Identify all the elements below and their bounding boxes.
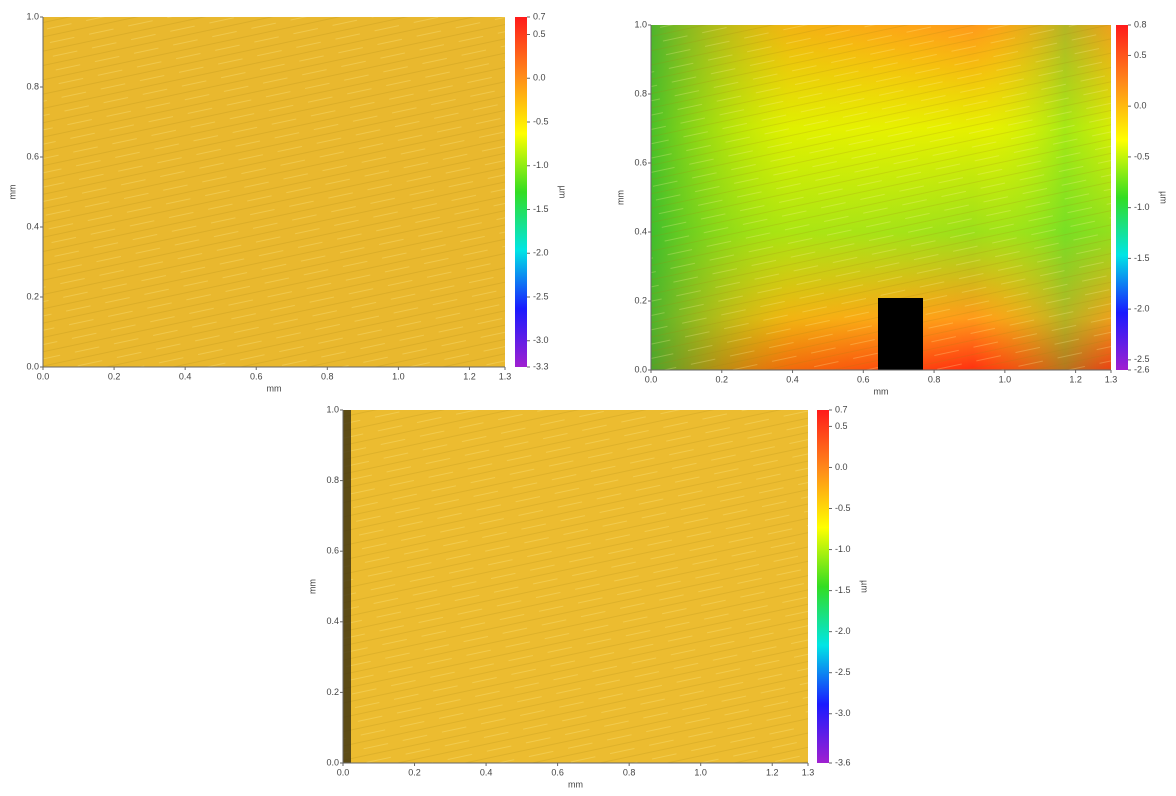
y-axis-label: mm xyxy=(615,190,625,205)
x-tick-label: 1.2 xyxy=(766,767,779,777)
colorbar-tick-label: -2.0 xyxy=(835,626,851,636)
surface-texture xyxy=(343,410,808,763)
colorbar-tick-label: -2.0 xyxy=(533,248,549,258)
colorbar-tick-label: 0.0 xyxy=(835,462,848,472)
x-tick-label: 1.3 xyxy=(499,371,512,381)
y-tick-label: 0.8 xyxy=(26,81,39,91)
colorbar-tick-label: -3.0 xyxy=(835,708,851,718)
x-axis-label: mm xyxy=(267,383,282,393)
colorbar-tick-label: -3.6 xyxy=(835,757,851,767)
x-tick-label: 0.6 xyxy=(551,767,564,777)
colorbar-tick-label: -2.0 xyxy=(1134,303,1150,313)
x-tick-label: 1.3 xyxy=(1105,374,1118,384)
y-axis-label: mm xyxy=(307,579,317,594)
x-tick-label: 0.8 xyxy=(623,767,636,777)
colorbar-label: µm xyxy=(860,580,870,593)
colorbar-tick-label: 0.7 xyxy=(835,404,848,414)
y-tick-label: 0.8 xyxy=(634,88,647,98)
surface-texture xyxy=(43,17,505,367)
x-tick-label: 0.4 xyxy=(786,374,799,384)
colorbar-tick-label: -1.5 xyxy=(1134,253,1150,263)
x-tick-label: 0.2 xyxy=(716,374,729,384)
colorbar-tick-label: -0.5 xyxy=(533,116,549,126)
colorbar xyxy=(817,410,829,763)
y-tick-label: 0.8 xyxy=(326,475,339,485)
x-tick-label: 1.0 xyxy=(999,374,1012,384)
x-tick-label: 0.8 xyxy=(321,371,334,381)
colorbar-tick-label: -2.6 xyxy=(1134,364,1150,374)
colorbar-tick-label: 0.8 xyxy=(1134,19,1147,29)
x-tick-label: 0.0 xyxy=(337,767,350,777)
colorbar-tick-label: 0.0 xyxy=(533,73,546,83)
y-tick-label: 0.2 xyxy=(26,291,39,301)
y-tick-label: 0.0 xyxy=(634,364,647,374)
y-tick-label: 0.6 xyxy=(634,157,647,167)
y-tick-label: 0.4 xyxy=(634,226,647,236)
colorbar-tick-label: -1.5 xyxy=(835,585,851,595)
x-tick-label: 0.2 xyxy=(408,767,421,777)
x-tick-label: 1.0 xyxy=(392,371,405,381)
colorbar-tick-label: 0.0 xyxy=(1134,101,1147,111)
x-tick-label: 0.4 xyxy=(480,767,493,777)
x-tick-label: 0.0 xyxy=(645,374,658,384)
colorbar-tick-label: -0.5 xyxy=(835,503,851,513)
x-axis-label: mm xyxy=(568,779,583,789)
colorbar-tick-label: 0.5 xyxy=(533,29,546,39)
colorbar-tick-label: -3.3 xyxy=(533,361,549,371)
colorbar xyxy=(515,17,527,367)
y-tick-label: 1.0 xyxy=(634,19,647,29)
y-tick-label: 1.0 xyxy=(26,11,39,21)
colorbar-tick-label: -0.5 xyxy=(1134,151,1150,161)
x-tick-label: 1.2 xyxy=(463,371,476,381)
colorbar-tick-label: 0.7 xyxy=(533,11,546,21)
y-tick-label: 1.0 xyxy=(326,404,339,414)
colorbar-tick-label: -3.0 xyxy=(533,335,549,345)
x-tick-label: 0.8 xyxy=(928,374,941,384)
colorbar-label: µm xyxy=(1159,191,1169,204)
y-tick-label: 0.4 xyxy=(26,221,39,231)
colorbar-tick-label: -1.5 xyxy=(533,204,549,214)
colorbar-tick-label: -2.5 xyxy=(835,667,851,677)
colorbar xyxy=(1116,25,1128,370)
y-axis-label: mm xyxy=(7,185,17,200)
colorbar-label: µm xyxy=(558,186,568,199)
colorbar-tick-label: -1.0 xyxy=(835,544,851,554)
y-tick-label: 0.0 xyxy=(26,361,39,371)
colorbar-tick-label: -2.5 xyxy=(533,291,549,301)
colorbar-tick-label: -1.0 xyxy=(533,160,549,170)
y-tick-label: 0.0 xyxy=(326,757,339,767)
x-tick-label: 1.2 xyxy=(1069,374,1082,384)
mask-region xyxy=(878,298,923,370)
y-tick-label: 0.6 xyxy=(326,546,339,556)
y-tick-label: 0.4 xyxy=(326,616,339,626)
x-tick-label: 0.2 xyxy=(108,371,121,381)
x-tick-label: 0.0 xyxy=(37,371,50,381)
surface-edge xyxy=(343,410,351,763)
colorbar-tick-label: -2.5 xyxy=(1134,354,1150,364)
y-tick-label: 0.6 xyxy=(26,151,39,161)
colorbar-tick-label: 0.5 xyxy=(835,421,848,431)
y-tick-label: 0.2 xyxy=(634,295,647,305)
x-tick-label: 0.6 xyxy=(250,371,263,381)
x-axis-label: mm xyxy=(874,386,889,396)
x-tick-label: 1.3 xyxy=(802,767,815,777)
y-tick-label: 0.2 xyxy=(326,687,339,697)
colorbar-tick-label: -1.0 xyxy=(1134,202,1150,212)
x-tick-label: 0.6 xyxy=(857,374,870,384)
colorbar-tick-label: 0.5 xyxy=(1134,50,1147,60)
x-tick-label: 0.4 xyxy=(179,371,192,381)
x-tick-label: 1.0 xyxy=(694,767,707,777)
